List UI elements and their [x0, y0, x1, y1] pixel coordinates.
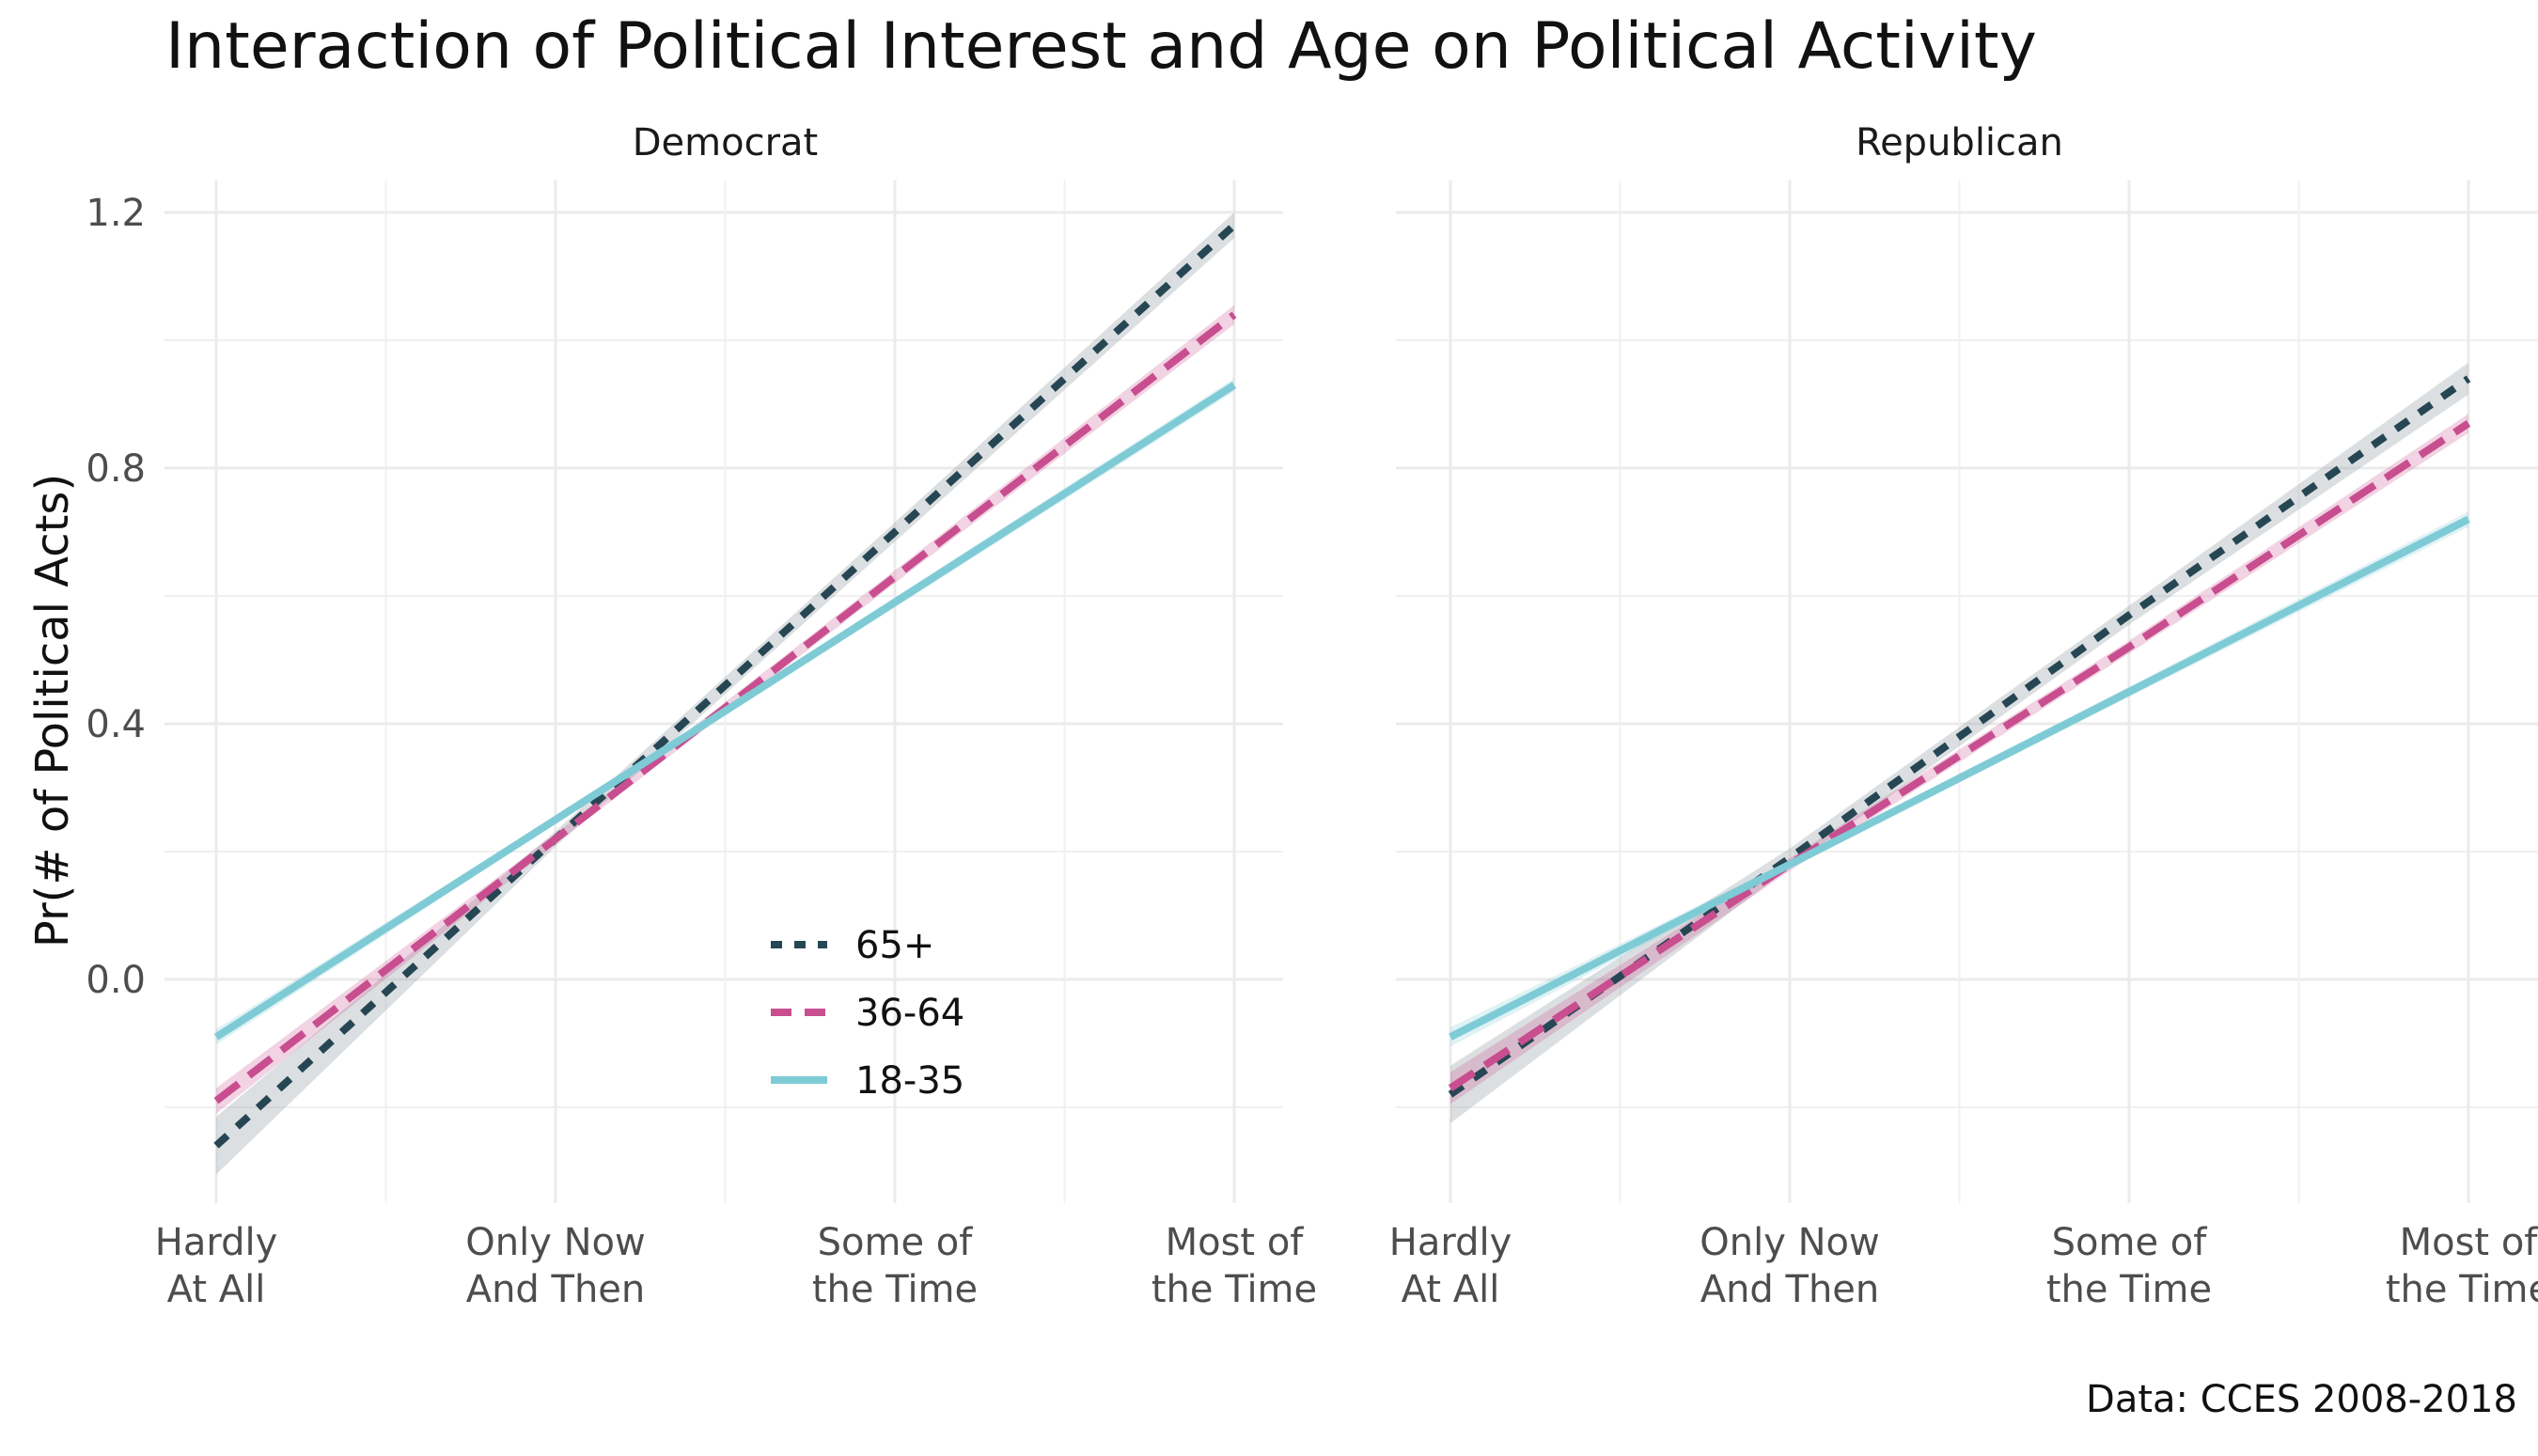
- chart-caption: Data: CCES 2008-2018: [2086, 1378, 2517, 1421]
- ci-ribbon-65+: [216, 212, 1234, 1175]
- panel-data: [213, 212, 1237, 1175]
- legend-label-36-64: 36-64: [855, 992, 964, 1035]
- x-tick-label: Some of the Time: [2046, 1221, 2212, 1311]
- series-line-65+: [1448, 375, 2471, 1098]
- x-tick-label: Some of the Time: [812, 1221, 978, 1311]
- facet-label-republican: Republican: [1856, 121, 2063, 164]
- series-line-65+: [213, 222, 1237, 1149]
- y-tick-label: 0.4: [86, 703, 146, 746]
- x-tick-label: Only Now And Then: [1700, 1221, 1879, 1311]
- y-axis-label: Pr(# of Political Acts): [26, 474, 79, 947]
- legend-label-18-35: 18-35: [855, 1059, 964, 1103]
- x-tick-label: Hardly At All: [1389, 1221, 1512, 1311]
- x-tick-label: Most of the Time: [1152, 1221, 1317, 1311]
- panel-republican: Republican Hardly At All Only Now And Then So…: [1389, 121, 2538, 1311]
- x-tick-label: Only Now And Then: [465, 1221, 645, 1311]
- panel-data: [1448, 362, 2471, 1123]
- x-tick-label: Hardly At All: [155, 1221, 278, 1311]
- series-line-36-64: [1448, 420, 2471, 1091]
- panel-democrat: Democrat 0.0 0.4 0.8 1.2 Hardly At All Only Now…: [86, 121, 1317, 1311]
- x-tick-label: Most of the Time: [2386, 1221, 2538, 1311]
- chart-title: Interaction of Political Interest and Ag…: [165, 9, 2037, 84]
- legend-label-65+: 65+: [855, 924, 934, 967]
- y-tick-label: 0.0: [86, 959, 146, 1002]
- series-line-18-35: [1449, 515, 2470, 1041]
- y-tick-label: 1.2: [86, 192, 146, 235]
- facet-label-democrat: Democrat: [633, 121, 818, 164]
- series-line-18-35: [213, 382, 1237, 1041]
- legend: 65+ 36-64 18-35: [771, 924, 964, 1103]
- y-tick-label: 0.8: [86, 447, 146, 491]
